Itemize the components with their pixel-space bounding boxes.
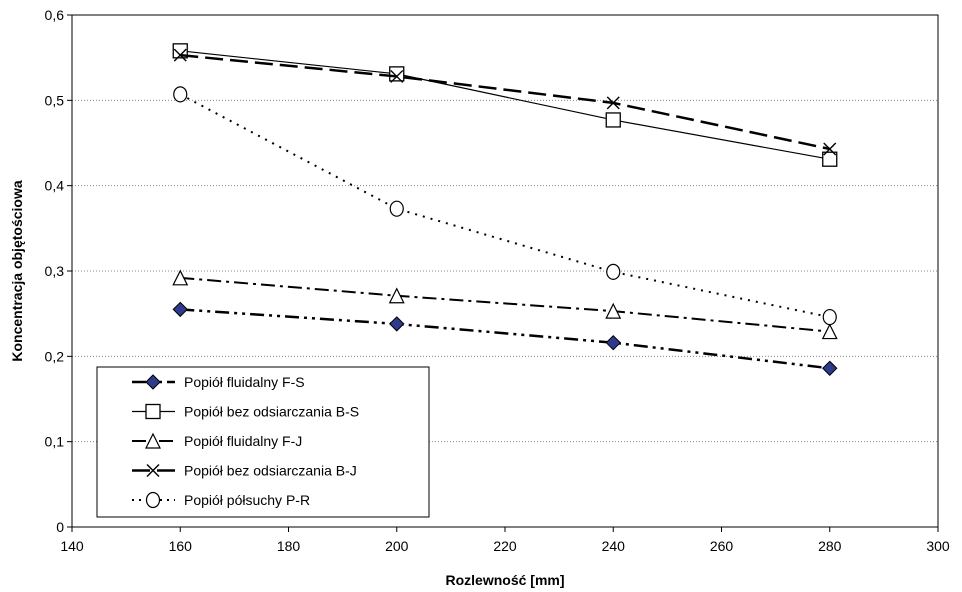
data-point <box>822 308 837 326</box>
y-tick-label: 0,4 <box>45 178 65 194</box>
legend: Popiół fluidalny F-S Popiół bez odsiarcza… <box>96 366 430 518</box>
x-tick-label: 180 <box>277 538 301 554</box>
legend-marker <box>145 491 161 509</box>
y-tick-label: 0,5 <box>45 92 65 108</box>
marker-stroke <box>173 48 187 62</box>
data-point <box>173 86 188 103</box>
x-tick-label: 300 <box>926 538 950 554</box>
x-tick-label: 280 <box>818 538 842 554</box>
legend-marker <box>145 403 161 420</box>
data-point <box>821 323 838 340</box>
series-popi-bez-odsiarczania-b-j <box>173 48 837 156</box>
data-point <box>389 316 405 332</box>
series-line <box>180 308 830 370</box>
data-point <box>172 269 189 286</box>
series-popi-fluidalny-f-s <box>172 301 838 376</box>
data-point <box>606 96 620 110</box>
legend-marker <box>145 374 161 390</box>
series-layer <box>172 43 838 376</box>
x-tick-label: 140 <box>60 538 84 554</box>
legend-label: Popiół półsuchy P-R <box>184 492 310 508</box>
data-point <box>172 301 188 318</box>
data-point <box>822 151 838 167</box>
series-popi-fluidalny-f-j <box>172 269 838 340</box>
x-tick-label: 260 <box>710 538 734 554</box>
data-point <box>389 200 404 217</box>
marker-stroke <box>390 69 404 83</box>
legend-label: Popiół bez odsiarczania B-J <box>184 463 357 479</box>
x-tick-label: 240 <box>602 538 626 554</box>
x-tick-label: 160 <box>169 538 193 554</box>
y-tick-label: 0,1 <box>45 434 65 450</box>
marker-stroke <box>606 96 620 110</box>
x-tick-label: 220 <box>493 538 517 554</box>
data-point <box>822 360 838 376</box>
legend-item: Popiół bez odsiarczania B-J <box>132 463 357 479</box>
legend-item: Popiół fluidalny F-S <box>132 374 305 390</box>
series-line <box>180 53 831 151</box>
legend-label: Popiół fluidalny F-J <box>184 433 302 449</box>
data-point <box>388 287 405 304</box>
y-tick-label: 0,6 <box>45 7 65 23</box>
legend-label: Popiół bez odsiarczania B-S <box>184 404 359 420</box>
axes: 0 0,1 0,2 0,3 0,4 0,5 0,6 140 160 180 200 220 240 260… <box>45 7 950 554</box>
y-axis-title: Koncentracja objętościowa <box>9 180 25 361</box>
legend-item: Popiół bez odsiarczania B-S <box>132 404 359 420</box>
y-tick-label: 0 <box>56 519 64 535</box>
legend-marker <box>145 432 161 449</box>
data-point <box>605 334 621 351</box>
marker-stroke <box>823 142 837 156</box>
data-point <box>823 142 837 156</box>
series-line <box>180 276 830 333</box>
x-axis-title: Rozlewność [mm] <box>445 572 564 588</box>
data-point <box>389 66 405 82</box>
series-popi-p-suchy-p-r <box>173 86 837 326</box>
series-line <box>180 50 830 160</box>
data-point <box>606 263 621 280</box>
legend-label: Popiół fluidalny F-S <box>184 374 305 390</box>
legend-item: Popiół fluidalny F-J <box>132 432 302 449</box>
data-point <box>605 302 622 319</box>
marker-stroke <box>146 464 160 477</box>
legend-marker <box>146 464 160 477</box>
data-point <box>605 112 621 128</box>
data-point <box>390 69 404 83</box>
series-popi-bez-odsiarczania-b-s <box>172 43 838 167</box>
x-tick-label: 200 <box>385 538 409 554</box>
y-tick-label: 0,2 <box>45 348 65 364</box>
y-tick-label: 0,3 <box>45 263 65 279</box>
legend-item: Popiół półsuchy P-R <box>132 491 310 509</box>
data-point <box>173 48 187 62</box>
